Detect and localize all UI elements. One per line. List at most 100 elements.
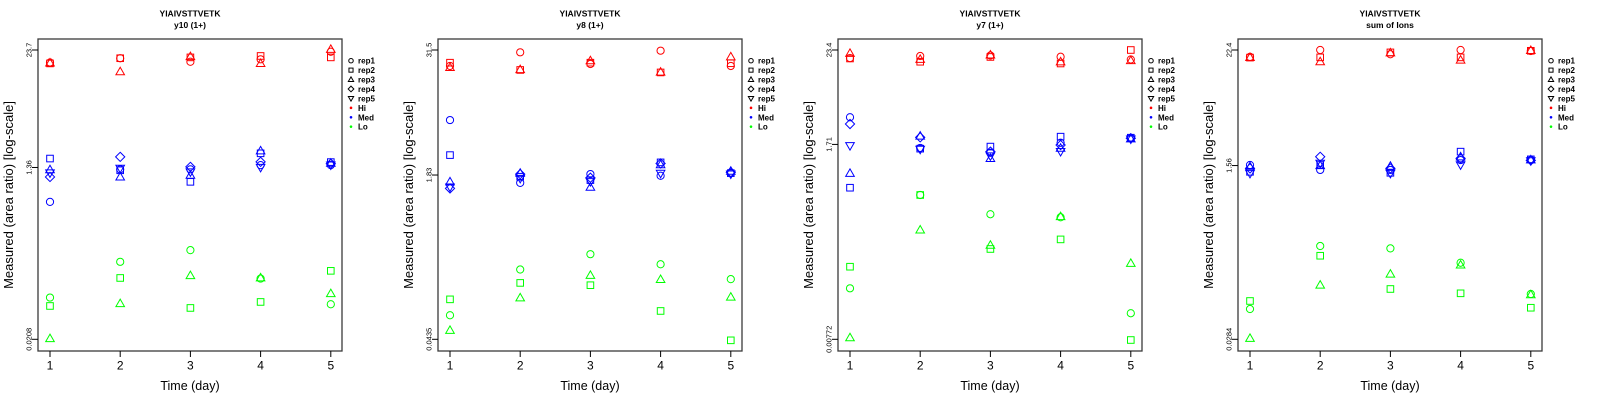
data-point-hi-rep1 — [116, 54, 125, 63]
data-point-med-rep1 — [586, 169, 595, 179]
y-tick-label: 22.4 — [1225, 43, 1234, 58]
data-point-med-rep2 — [186, 178, 195, 186]
data-point-lo-rep3 — [1055, 211, 1066, 221]
data-point-med-rep3 — [115, 171, 126, 181]
legend-label: rep3 — [1558, 76, 1575, 85]
data-point-med-rep3 — [515, 167, 526, 177]
x-axis-label: Time (day) — [160, 379, 219, 393]
data-point-med-rep5 — [325, 161, 336, 171]
data-point-med-rep5 — [1125, 135, 1136, 145]
legend-marker-rep2 — [1148, 67, 1154, 73]
x-axis-label: Time (day) — [960, 379, 1019, 393]
data-point-lo-rep1 — [516, 265, 525, 274]
chart-panel-y8: YIAIVSTTVETK y8 (1+) Measured (area rati… — [401, 9, 775, 394]
legend-label: Med — [1158, 113, 1174, 122]
data-point-lo-rep2 — [916, 191, 925, 199]
y-axis-label: Measured (area ratio) [log-scale] — [1201, 101, 1216, 289]
x-tick-label: 4 — [1057, 359, 1064, 373]
data-point-lo-rep3 — [1315, 279, 1326, 289]
data-point-hi-rep3 — [1455, 54, 1466, 64]
data-point-lo-rep1 — [1456, 258, 1465, 267]
data-point-lo-rep2 — [586, 281, 595, 290]
data-point-lo-rep3 — [1525, 289, 1536, 299]
data-point-lo-rep3 — [915, 224, 926, 234]
data-point-lo-rep1 — [986, 210, 995, 219]
legend-marker-rep4 — [1547, 85, 1555, 93]
data-point-hi-rep3 — [444, 61, 456, 71]
data-point-hi-rep1 — [1456, 45, 1465, 55]
data-point-lo-rep3 — [1455, 259, 1466, 269]
data-point-med-rep4 — [1385, 163, 1396, 174]
data-point-med-rep4 — [1455, 153, 1466, 164]
data-point-lo-rep3 — [44, 333, 56, 343]
legend-label: rep2 — [1158, 66, 1175, 75]
data-point-lo-rep3 — [185, 270, 196, 280]
data-point-hi-rep3 — [44, 57, 56, 67]
data-point-med-rep5 — [844, 142, 856, 152]
data-point-hi-rep3 — [1385, 47, 1396, 57]
data-point-med-rep4 — [914, 132, 926, 143]
legend-label: Lo — [758, 123, 768, 132]
data-point-med-rep3 — [1525, 154, 1536, 164]
data-point-hi-rep2 — [1456, 53, 1465, 62]
data-point-lo-rep3 — [444, 324, 456, 334]
x-tick-label: 3 — [1387, 359, 1394, 373]
data-point-med-rep5 — [655, 169, 666, 179]
legend-label: rep4 — [758, 85, 775, 94]
data-point-med-rep3 — [185, 169, 196, 179]
legend-label: Lo — [1558, 123, 1568, 132]
data-point-hi-rep3 — [1055, 56, 1066, 66]
y-tick-label: 0.0284 — [1225, 328, 1234, 351]
x-tick-label: 3 — [587, 359, 594, 373]
data-point-lo-rep2 — [186, 304, 195, 312]
data-point-lo-rep3 — [1244, 332, 1256, 342]
data-point-lo-rep3 — [844, 332, 856, 342]
legend-marker-rep1 — [348, 57, 354, 64]
data-point-med-rep4 — [585, 172, 596, 184]
legend-dot-med — [349, 115, 353, 119]
legend-label: rep2 — [758, 66, 775, 75]
legend-dot-hi — [1549, 106, 1553, 110]
data-point-med-rep1 — [845, 113, 855, 122]
legend-label: rep4 — [1158, 85, 1175, 94]
legend-marker-rep2 — [748, 67, 754, 73]
x-tick-label: 1 — [1247, 359, 1254, 373]
data-point-lo-rep2 — [327, 267, 335, 275]
data-point-med-rep3 — [585, 181, 596, 191]
legend-label: rep5 — [1158, 94, 1175, 103]
data-point-med-rep2 — [986, 142, 995, 151]
y-tick-label: 23.4 — [825, 43, 834, 58]
data-point-lo-rep3 — [325, 288, 336, 298]
legend-label: rep1 — [358, 57, 375, 66]
legend-dot-med — [1149, 115, 1153, 119]
data-point-hi-rep3 — [1315, 56, 1326, 66]
legend-label: rep4 — [1558, 85, 1575, 94]
x-axis-label: Time (day) — [560, 379, 619, 393]
data-point-lo-rep2 — [1316, 251, 1325, 260]
legend-label: Med — [1558, 113, 1574, 122]
chart-title: YIAIVSTTVETK — [1360, 9, 1422, 19]
x-tick-label: 2 — [117, 359, 124, 373]
chart-subtitle: sum of Ions — [1366, 20, 1414, 30]
legend-label: rep3 — [358, 76, 375, 85]
chart-subtitle: y10 (1+) — [174, 20, 206, 30]
data-point-med-rep4 — [185, 161, 196, 173]
data-point-med-rep2 — [446, 151, 454, 159]
data-point-lo-rep1 — [45, 293, 55, 302]
data-point-hi-rep3 — [515, 64, 526, 74]
legend-dot-hi — [349, 106, 353, 110]
legend-marker-rep5 — [747, 96, 755, 103]
data-point-med-rep4 — [1244, 163, 1256, 174]
legend-dot-hi — [749, 106, 753, 110]
data-point-hi-rep3 — [1125, 55, 1136, 65]
axes-layer: 0.00772 1.71 23.4 1 2 3 4 5 — [825, 43, 1135, 373]
x-tick-label: 5 — [327, 359, 334, 373]
x-tick-label: 1 — [447, 359, 454, 373]
chart-panel-y7: YIAIVSTTVETK y7 (1+) Measured (area rati… — [801, 9, 1175, 394]
legend-dot-lo — [1149, 125, 1153, 129]
data-point-lo-rep1 — [845, 284, 855, 293]
legend-label: rep2 — [1558, 66, 1575, 75]
